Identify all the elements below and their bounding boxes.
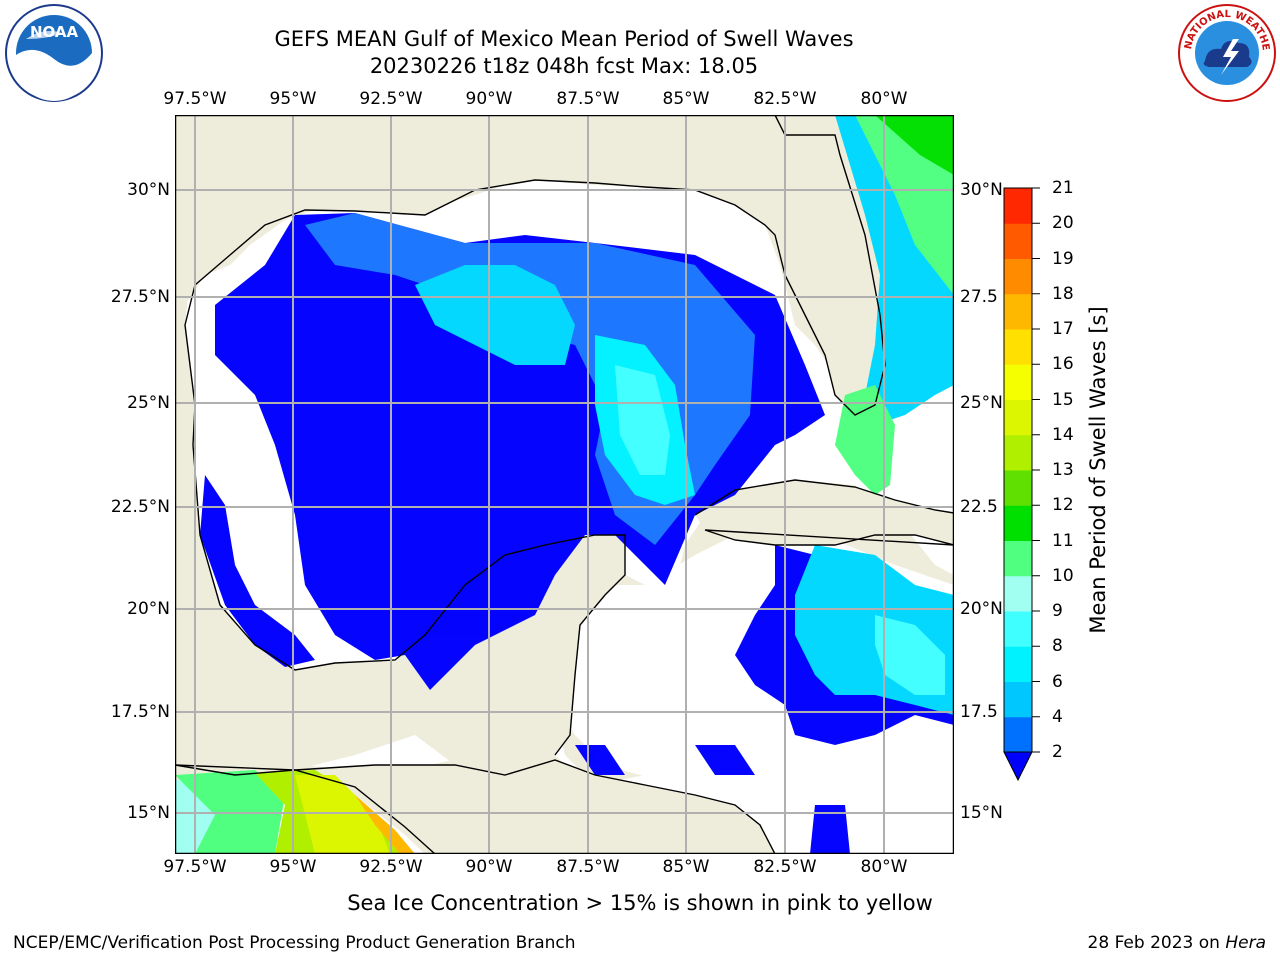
colorbar-segment bbox=[1004, 575, 1032, 612]
lat-tick-label: 25°N bbox=[960, 393, 1003, 413]
date-value: 28 Feb 2023 on bbox=[1087, 933, 1220, 953]
page-title-line-2: 20230226 t18z 048h fcst Max: 18.05 bbox=[369, 54, 759, 78]
colorbar-tick-label: 15 bbox=[1052, 389, 1074, 410]
colorbar-tick-label: 11 bbox=[1052, 530, 1074, 551]
colorbar-label: Mean Period of Swell Waves [s] bbox=[1086, 306, 1110, 634]
colorbar-tick-label: 12 bbox=[1052, 495, 1074, 516]
date-text: 28 Feb 2023 on Hera bbox=[1088, 933, 1266, 953]
colorbar-segment bbox=[1004, 364, 1032, 400]
us-coast-land bbox=[175, 115, 954, 375]
lat-tick-label: 20°N bbox=[127, 599, 170, 619]
lat-tick-label: 30°N bbox=[127, 180, 170, 200]
lon-tick-label: 92.5°W bbox=[359, 89, 423, 109]
lon-tick-label: 85°W bbox=[662, 89, 710, 109]
colorbar-segment bbox=[1004, 716, 1032, 753]
lon-tick-label: 80°W bbox=[860, 89, 908, 109]
colorbar-tick-label: 13 bbox=[1052, 460, 1074, 480]
noaa-logo-text: NOAA bbox=[30, 23, 79, 41]
page-title-line-1: GEFS MEAN Gulf of Mexico Mean Period of … bbox=[274, 27, 854, 51]
colorbar-segment bbox=[1004, 188, 1032, 224]
coastlines bbox=[175, 115, 954, 854]
colorbar-under-arrow bbox=[1003, 751, 1033, 782]
colorbar-tick-label: 17 bbox=[1052, 319, 1074, 339]
colorbar-segment bbox=[1004, 681, 1032, 718]
lon-tick-label: 87.5°W bbox=[556, 857, 620, 877]
lat-tick-label: 27.5 bbox=[960, 287, 998, 307]
lon-tick-label: 92.5°W bbox=[359, 857, 423, 877]
colorbar-segment bbox=[1004, 399, 1032, 436]
colorbar-segment bbox=[1004, 329, 1032, 365]
colorbar-segment bbox=[1004, 611, 1032, 647]
colorbar-segment bbox=[1004, 434, 1032, 471]
colorbar-tick-label: 19 bbox=[1052, 248, 1074, 269]
colorbar-segment bbox=[1004, 540, 1032, 577]
cuba-land bbox=[695, 480, 954, 545]
noaa-logo: NOAA bbox=[5, 4, 103, 102]
colorbar-tick-label: 9 bbox=[1052, 601, 1063, 621]
colorbar-tick-label: 18 bbox=[1052, 283, 1074, 304]
colorbar-segment bbox=[1004, 470, 1032, 506]
colorbar-segment bbox=[1004, 258, 1032, 295]
colorbar-segment bbox=[1004, 223, 1032, 259]
lat-tick-label: 20°N bbox=[960, 599, 1003, 619]
colorbar-tick-label: 4 bbox=[1052, 706, 1063, 727]
lat-tick-label: 15°N bbox=[960, 803, 1003, 823]
colorbar-segment bbox=[1004, 646, 1032, 682]
map-frame bbox=[175, 115, 954, 854]
lon-tick-label: 95°W bbox=[269, 857, 317, 877]
lon-tick-label: 82.5°W bbox=[753, 89, 817, 109]
sea-ice-note-text: Sea Ice Concentration > 15% is shown in … bbox=[347, 891, 933, 915]
colorbar-tick-label: 14 bbox=[1052, 424, 1074, 445]
lon-tick-label: 87.5°W bbox=[556, 89, 620, 109]
colorbar bbox=[1003, 187, 1040, 782]
colorbar-tick-label: 21 bbox=[1052, 178, 1074, 198]
lat-tick-label: 17.5 bbox=[960, 702, 998, 722]
colorbar-segment bbox=[1004, 505, 1032, 541]
lon-tick-label: 97.5°W bbox=[163, 857, 227, 877]
colorbar-tick-label: 6 bbox=[1052, 671, 1063, 692]
lat-tick-label: 30°N bbox=[960, 180, 1003, 200]
gulf-of-mexico-map bbox=[175, 115, 954, 854]
mexico-land bbox=[175, 275, 425, 770]
gridlines bbox=[175, 115, 954, 854]
host-name: Hera bbox=[1225, 933, 1266, 953]
lat-tick-label: 27.5°N bbox=[110, 287, 170, 307]
nws-logo: NATIONAL WEATHER SERVICE bbox=[1177, 3, 1276, 102]
lat-tick-label: 25°N bbox=[127, 393, 170, 413]
lat-tick-label: 22.5 bbox=[960, 497, 998, 517]
colorbar-tick-label: 16 bbox=[1052, 354, 1074, 375]
sea-ice-note: Sea Ice Concentration > 15% is shown in … bbox=[0, 891, 1280, 915]
colorbar-segment bbox=[1004, 293, 1032, 330]
colorbar-tick-label: 8 bbox=[1052, 636, 1063, 657]
lon-tick-label: 95°W bbox=[269, 89, 317, 109]
lat-tick-label: 15°N bbox=[127, 803, 170, 823]
lon-tick-label: 82.5°W bbox=[753, 857, 817, 877]
lat-tick-label: 22.5°N bbox=[110, 497, 170, 517]
lon-tick-label: 90°W bbox=[465, 89, 513, 109]
lon-tick-label: 97.5°W bbox=[163, 89, 227, 109]
colorbar-tick-label: 20 bbox=[1052, 213, 1074, 234]
central-america-land bbox=[175, 760, 775, 854]
lon-tick-label: 85°W bbox=[662, 857, 710, 877]
lat-tick-label: 17.5°N bbox=[110, 702, 170, 722]
colorbar-tick-label: 2 bbox=[1052, 742, 1063, 762]
lon-tick-label: 90°W bbox=[465, 857, 513, 877]
colorbar-tick-label: 10 bbox=[1052, 565, 1074, 586]
credit-text: NCEP/EMC/Verification Post Processing Pr… bbox=[13, 933, 576, 953]
lon-tick-label: 80°W bbox=[860, 857, 908, 877]
